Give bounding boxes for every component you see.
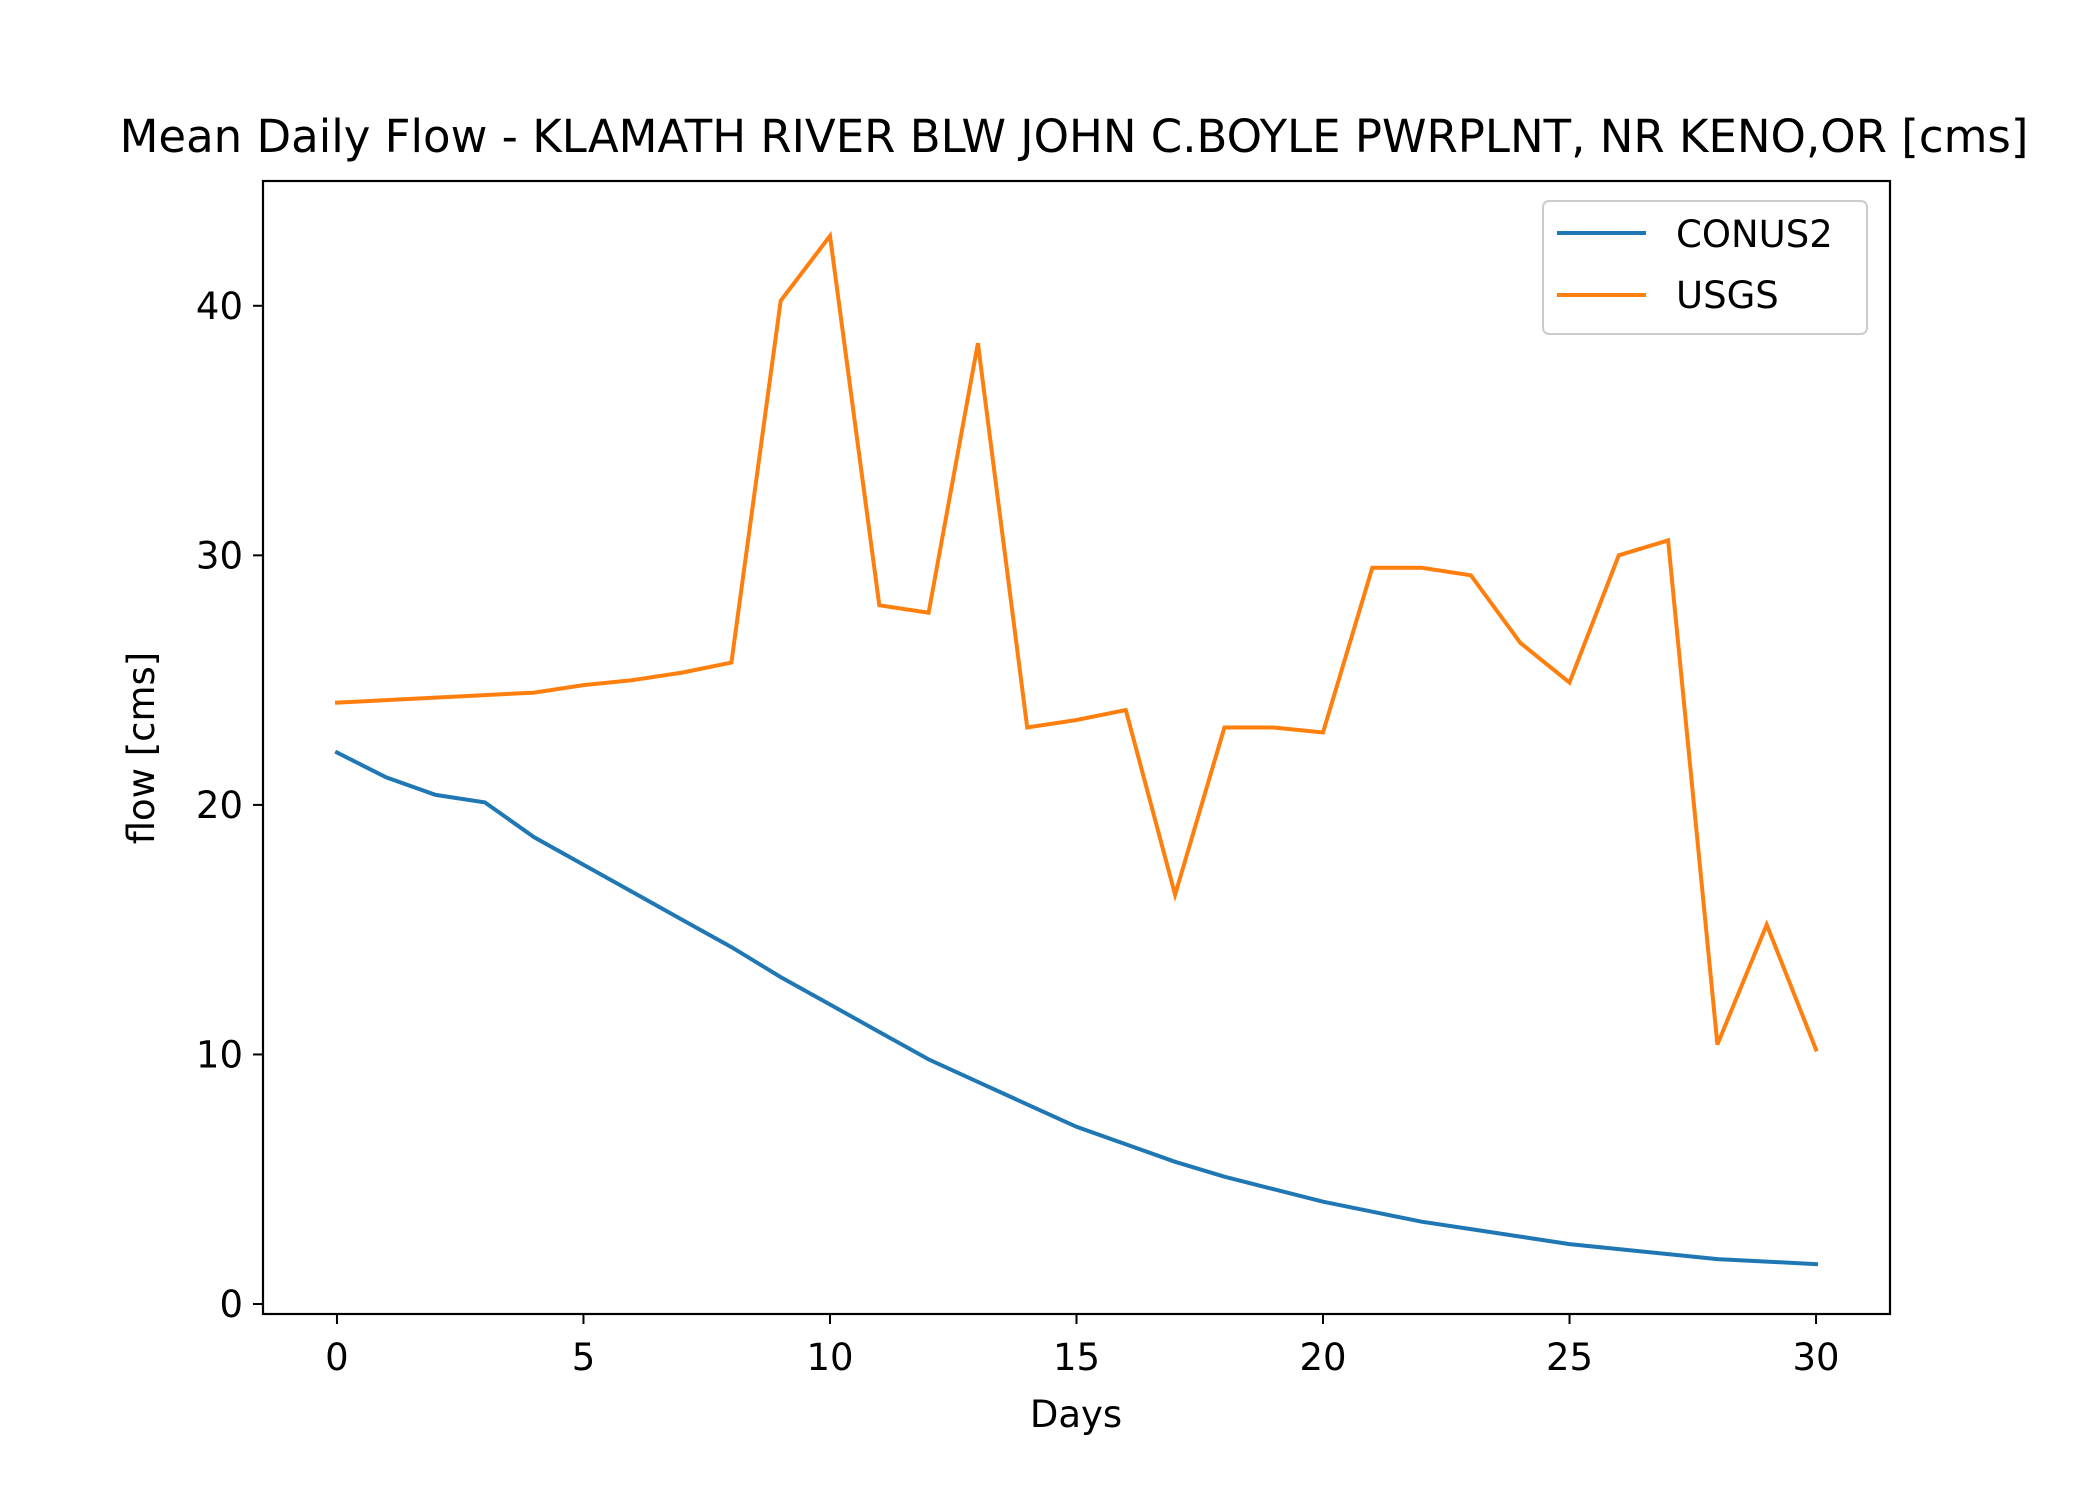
plot-lines: [334, 230, 1819, 1267]
y-tick-label: 10: [196, 1033, 243, 1076]
x-axis-ticks: 0 5 10 15 20 25 30: [325, 1314, 1840, 1379]
legend-label-usgs: USGS: [1676, 274, 1779, 317]
y-tick-label: 30: [196, 534, 243, 577]
chart-title: Mean Daily Flow - KLAMATH RIVER BLW JOHN…: [120, 110, 2029, 163]
y-axis-ticks: 0 10 20 30 40: [196, 285, 263, 1326]
legend: CONUS2 USGS: [1542, 200, 1868, 335]
x-tick-label: 15: [1053, 1336, 1100, 1379]
x-tick-label: 10: [806, 1336, 853, 1379]
x-axis-label: Days: [1030, 1393, 1122, 1436]
y-tick-label: 40: [196, 285, 243, 328]
y-tick-label: 20: [196, 784, 243, 827]
series-line-usgs: [334, 230, 1819, 1053]
x-tick-label: 30: [1792, 1336, 1839, 1379]
x-tick-label: 20: [1299, 1336, 1346, 1379]
x-tick-label: 0: [325, 1336, 349, 1379]
legend-label-conus2: CONUS2: [1676, 213, 1833, 256]
y-axis-label: flow [cms]: [120, 652, 163, 845]
x-tick-label: 25: [1546, 1336, 1593, 1379]
y-tick-label: 0: [219, 1283, 243, 1326]
x-tick-label: 5: [572, 1336, 596, 1379]
series-line-conus2: [334, 749, 1819, 1267]
